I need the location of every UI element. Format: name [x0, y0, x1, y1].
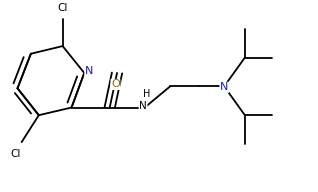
Text: N: N	[220, 82, 228, 92]
Text: N: N	[85, 66, 93, 76]
Text: N: N	[139, 101, 147, 111]
Text: Cl: Cl	[10, 149, 20, 159]
Text: O: O	[111, 79, 120, 89]
Text: Cl: Cl	[58, 3, 68, 13]
Text: H: H	[142, 89, 150, 99]
